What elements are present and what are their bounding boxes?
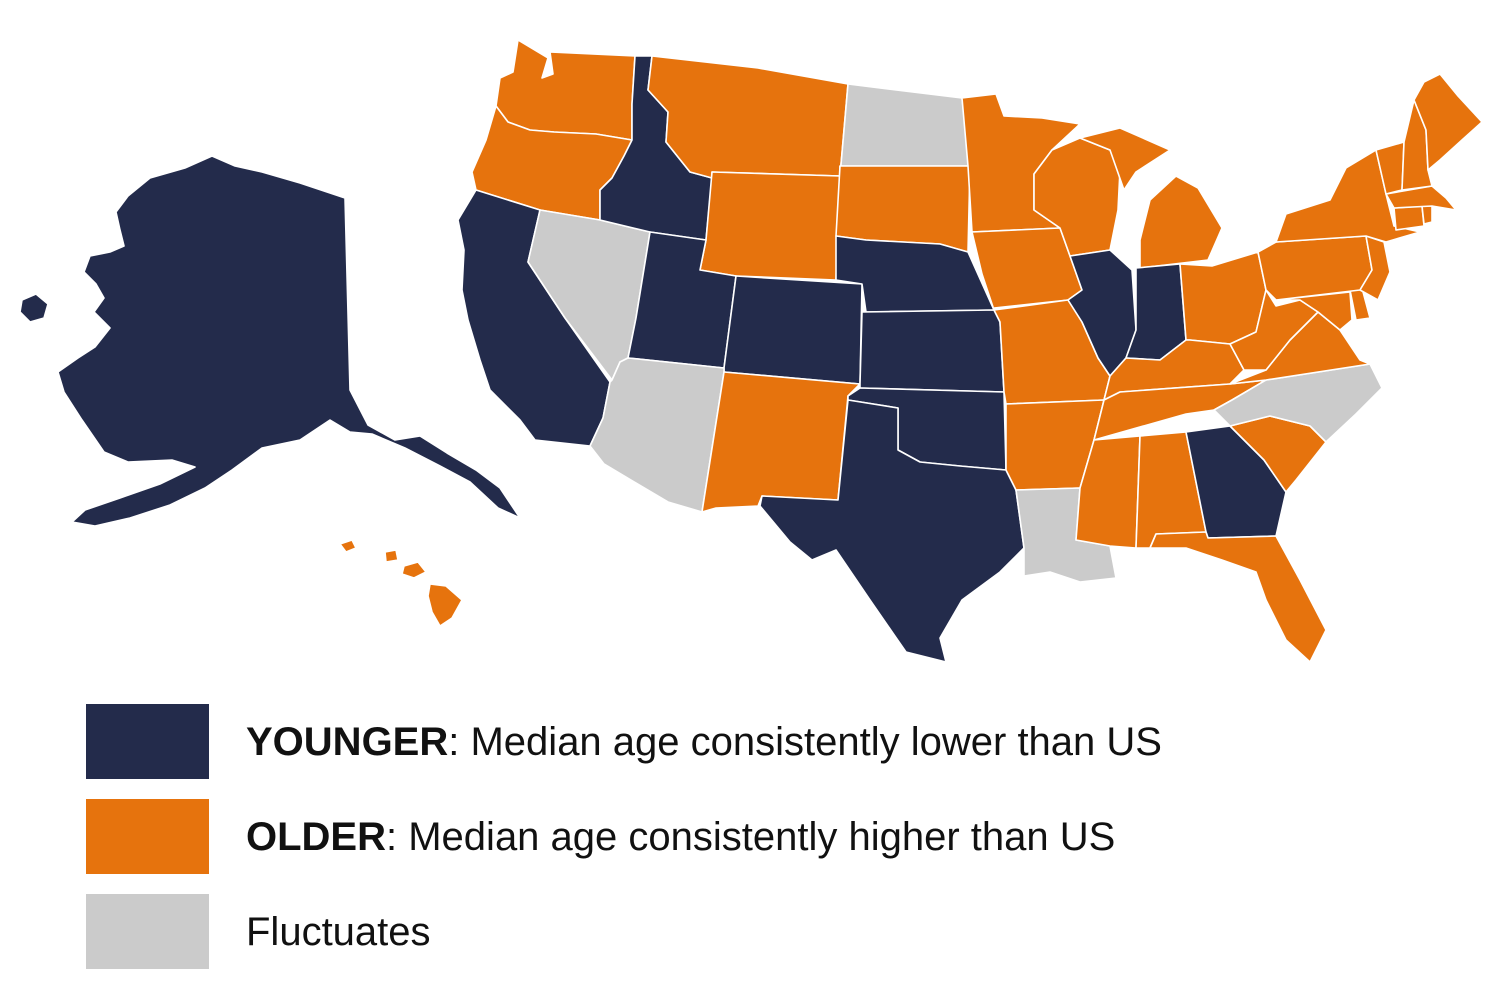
- legend-description-fluctuates: Fluctuates: [246, 910, 431, 954]
- state-az: [589, 357, 725, 513]
- state-ks: [859, 309, 1005, 393]
- legend-swatch-fluctuates: [86, 894, 209, 969]
- legend-text-fluctuates: Fluctuates: [246, 908, 431, 956]
- state-nd: [839, 83, 971, 177]
- legend-label-younger: YOUNGER: [246, 720, 449, 764]
- legend-separator-older: :: [386, 815, 398, 859]
- legend-description-older: Median age consistently higher than US: [397, 815, 1116, 859]
- legend-text-younger: YOUNGER: Median age consistently lower t…: [246, 718, 1162, 766]
- state-me: [1413, 73, 1483, 171]
- state-tx: [759, 399, 1025, 663]
- state-ak: [57, 155, 521, 527]
- us-states-map: [19, 39, 1483, 663]
- legend-text-older: OLDER: Median age consistently higher th…: [246, 813, 1115, 861]
- state-wi: [1033, 137, 1121, 257]
- legend-separator-younger: :: [448, 720, 460, 764]
- state-nm: [701, 371, 861, 513]
- legend-swatch-older: [86, 799, 209, 874]
- state-wy: [699, 171, 841, 281]
- state-fl: [1149, 531, 1327, 663]
- state-ct: [1393, 205, 1425, 231]
- state-hi: [339, 539, 463, 627]
- legend-description-younger: Median age consistently lower than US: [459, 720, 1162, 764]
- state-oh: [1179, 251, 1267, 345]
- state-nc: [1213, 363, 1383, 443]
- legend-swatch-younger: [86, 704, 209, 779]
- state-mi: [1079, 127, 1223, 269]
- state-ri: [1421, 205, 1433, 225]
- state-ak-island: [19, 293, 49, 323]
- state-pa: [1257, 235, 1373, 301]
- state-co: [723, 275, 863, 385]
- legend-label-older: OLDER: [246, 815, 386, 859]
